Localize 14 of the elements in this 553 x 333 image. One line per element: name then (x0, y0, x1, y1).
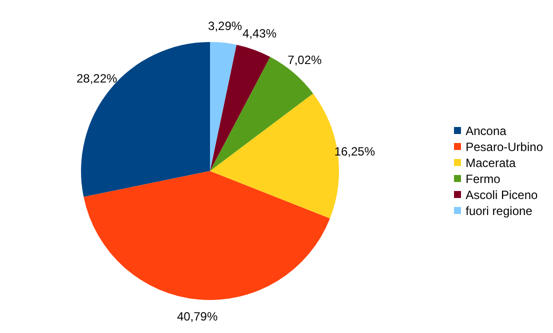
legend-label: Macerata (466, 154, 516, 170)
legend-label: fuori regione (466, 202, 532, 218)
data-label: 7,02% (288, 52, 322, 67)
legend-label: Pesaro-Urbino (466, 138, 543, 154)
data-label: 40,79% (176, 309, 218, 324)
pie-slice (210, 44, 270, 171)
legend-label: Ancona (466, 122, 506, 138)
pie-slice (84, 171, 330, 300)
data-label: 3,29% (208, 18, 242, 33)
legend-label: Ascoli Piceno (466, 186, 538, 202)
legend-label: Fermo (466, 170, 500, 186)
data-label: 28,22% (76, 72, 118, 86)
data-label: 4,43% (242, 26, 277, 41)
pie-slice (210, 42, 236, 171)
